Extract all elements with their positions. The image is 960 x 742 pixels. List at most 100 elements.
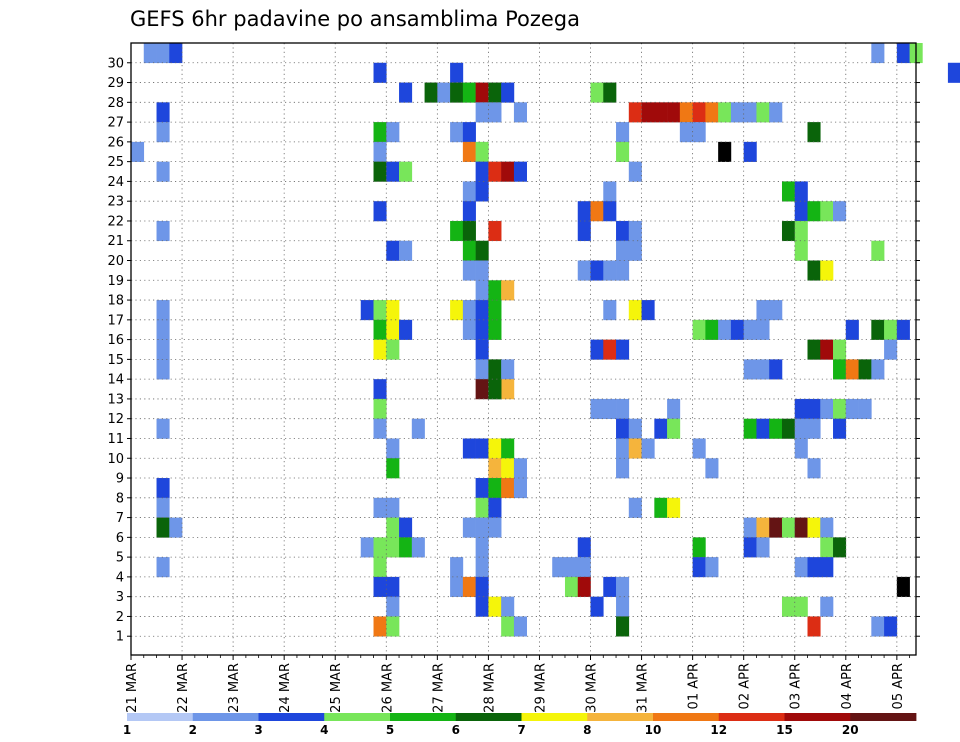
heatmap-cell [475, 438, 489, 459]
heatmap-cell [373, 300, 387, 321]
heatmap-cell [488, 300, 502, 321]
heatmap-cell [373, 161, 387, 182]
colorbar-label: 1 [123, 723, 131, 737]
heatmap-cell [692, 557, 706, 578]
heatmap-cell [718, 319, 732, 340]
heatmap-cell [845, 319, 859, 340]
heatmap-cell [679, 102, 693, 123]
y-tick-label: 11 [107, 432, 124, 447]
heatmap-cell [947, 62, 960, 83]
y-tick-label: 27 [107, 116, 124, 131]
heatmap-cell [667, 102, 681, 123]
x-tick-label: 27 MAR [431, 663, 446, 713]
heatmap-cell [513, 478, 527, 499]
heatmap-cell [845, 359, 859, 380]
heatmap-cell [667, 398, 681, 419]
heatmap-cell [820, 201, 834, 222]
x-tick-label: 21 MAR [125, 663, 140, 713]
heatmap-cell [475, 300, 489, 321]
heatmap-cell [603, 398, 617, 419]
heatmap-cell [641, 300, 655, 321]
heatmap-cell [807, 398, 821, 419]
heatmap-cell [794, 557, 808, 578]
heatmap-cell [820, 537, 834, 558]
heatmap-cell [156, 497, 170, 518]
heatmap-cell [896, 319, 910, 340]
x-tick-label: 24 MAR [278, 663, 293, 713]
heatmap-cell [386, 497, 400, 518]
heatmap-cell [692, 438, 706, 459]
x-tick-label: 22 MAR [176, 663, 191, 713]
y-tick-label: 7 [116, 511, 124, 526]
heatmap-cell [807, 557, 821, 578]
heatmap-cell [654, 102, 668, 123]
heatmap-cell [156, 102, 170, 123]
heatmap-cell [450, 62, 464, 83]
heatmap-cell [743, 319, 757, 340]
heatmap-cell [462, 300, 476, 321]
heatmap-cell [386, 576, 400, 597]
heatmap-cell [373, 537, 387, 558]
heatmap-cell [628, 497, 642, 518]
heatmap-cell [896, 43, 910, 64]
y-tick-label: 10 [107, 452, 124, 467]
heatmap-cell [807, 616, 821, 637]
heatmap-cell [169, 43, 183, 64]
colorbar-swatch [455, 713, 522, 721]
y-tick-label: 25 [107, 155, 124, 170]
colorbar-swatch [587, 713, 654, 721]
colorbar-label: 5 [386, 723, 394, 737]
heatmap-cell [488, 379, 502, 400]
y-axis: 1234567891011121314151617181920212223242… [107, 56, 920, 645]
heatmap-cell [730, 319, 744, 340]
heatmap-cell [156, 339, 170, 360]
x-axis: 21 MAR 22 MAR 23 MAR 24 MAR 25 MAR 26 MAR 27 M… [125, 655, 911, 713]
heatmap-cell [692, 537, 706, 558]
heatmap-cell [373, 319, 387, 340]
y-tick-label: 22 [107, 214, 124, 229]
heatmap-cell [424, 82, 438, 103]
heatmap-cell [156, 220, 170, 242]
heatmap-cell [807, 517, 821, 538]
heatmap-cell [475, 379, 489, 400]
heatmap-cell [858, 359, 872, 380]
heatmap-cell [654, 418, 668, 439]
heatmap-cell [513, 458, 527, 479]
heatmap-cell [807, 458, 821, 479]
y-tick-label: 14 [107, 373, 124, 388]
heatmap-cell [156, 418, 170, 439]
heatmap-cell [475, 537, 489, 558]
heatmap-cell [603, 181, 617, 202]
colorbar-label: 6 [452, 723, 460, 737]
heatmap-cell [616, 576, 630, 597]
colorbar-label: 8 [583, 723, 591, 737]
heatmap-cell [743, 141, 757, 162]
heatmap-cell [501, 280, 515, 301]
heatmap-cell [156, 122, 170, 143]
heatmap-cell [756, 319, 770, 340]
heatmap-cell [616, 596, 630, 617]
heatmap-cell [156, 300, 170, 321]
heatmap-cell [616, 398, 630, 419]
heatmap-cell [628, 240, 642, 261]
colorbar-label: 2 [189, 723, 197, 737]
heatmap-cell [603, 339, 617, 360]
heatmap-cell [501, 478, 515, 499]
heatmap-cell [386, 596, 400, 617]
heatmap-cell [616, 339, 630, 360]
y-tick-label: 8 [116, 491, 124, 506]
colorbar-swatch [324, 713, 391, 721]
y-tick-label: 9 [116, 472, 124, 487]
heatmap-cell [628, 161, 642, 182]
y-tick-label: 19 [107, 274, 124, 289]
heatmap-cell [590, 339, 604, 360]
heatmap-cell [373, 379, 387, 400]
chart-title: GEFS 6hr padavine po ansamblima Pozega [130, 7, 580, 31]
heatmap-cell [603, 576, 617, 597]
x-tick-label: 31 MAR [636, 663, 651, 713]
heatmap-cell [462, 240, 476, 261]
heatmap-cell [475, 181, 489, 202]
y-tick-label: 30 [107, 56, 124, 71]
colorbar-swatch [850, 713, 917, 721]
y-tick-label: 18 [107, 294, 124, 309]
